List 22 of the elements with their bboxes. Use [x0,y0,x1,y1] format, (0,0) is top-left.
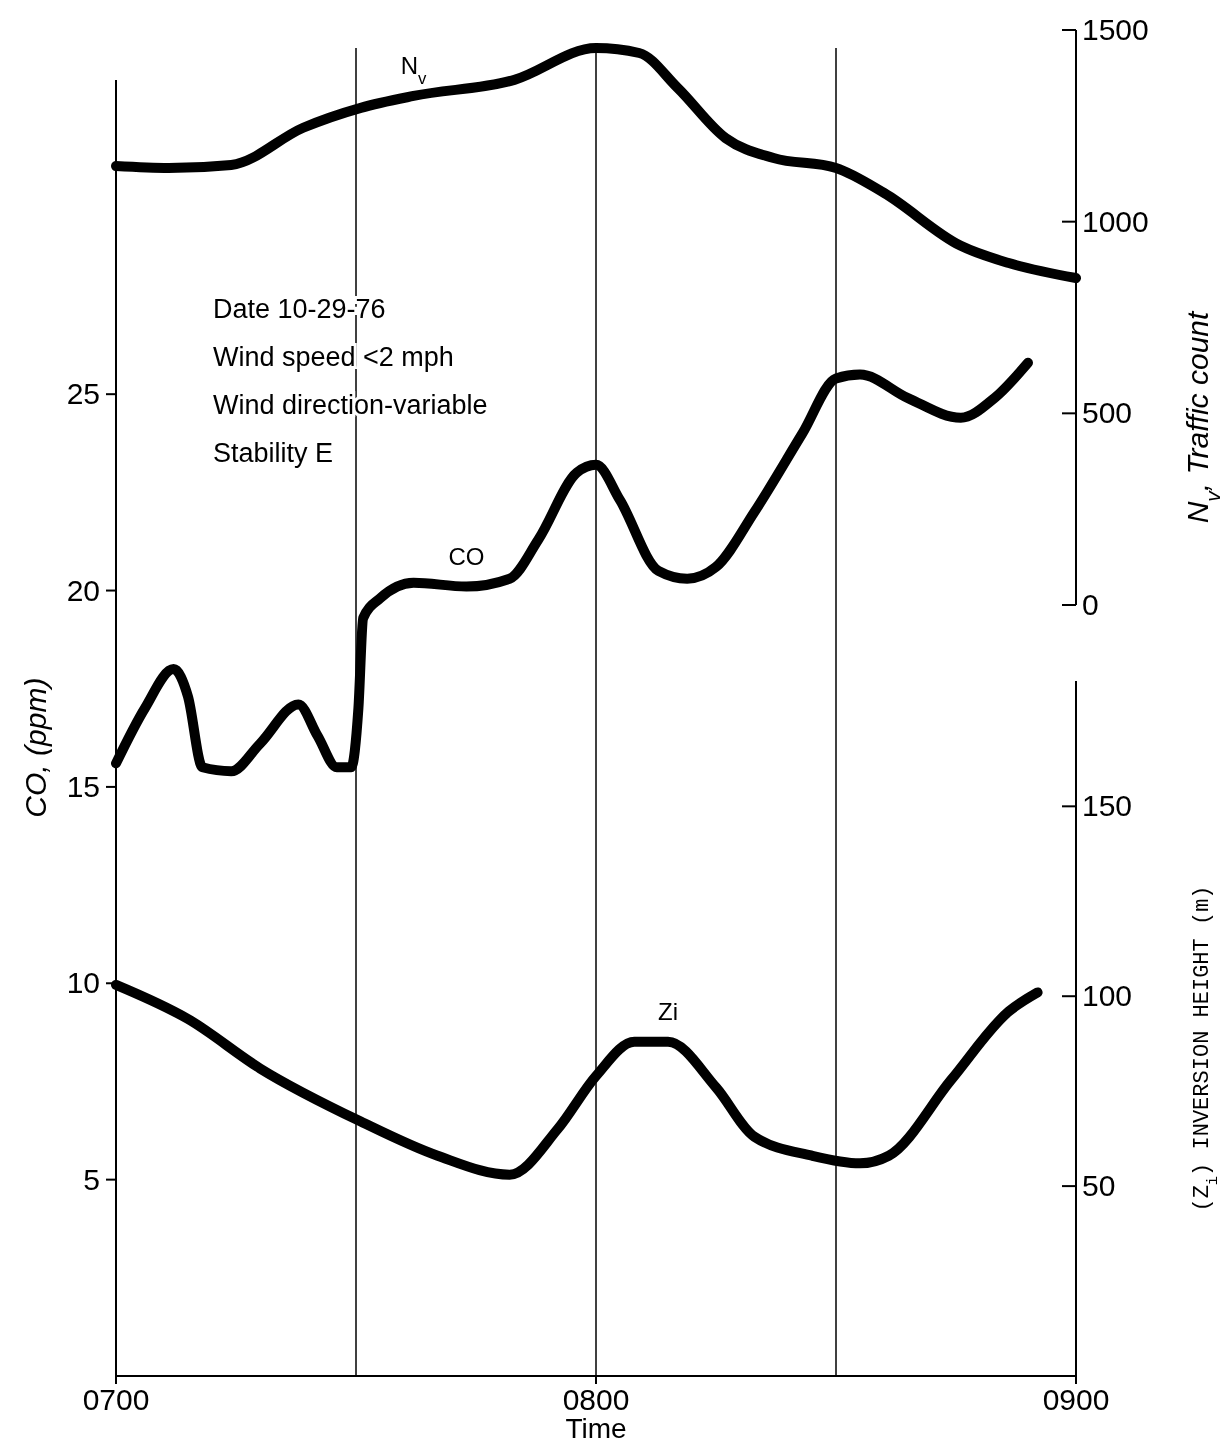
x-tick-label: 0700 [82,1383,150,1416]
series-label: Zi [658,997,678,1025]
y2-tick-label: 1500 [1082,13,1149,46]
y-axis-title: CO, (ppm) [19,677,52,818]
y2-tick-label: 1000 [1082,204,1149,238]
y3-tick-label: 150 [1082,789,1133,823]
y2-tick-label: 500 [1082,396,1133,430]
y-tick-label: 10 [66,966,100,1000]
y-tick-label: 5 [83,1162,100,1196]
annotation: Wind speed <2 mph [213,342,454,372]
y-tick-label: 25 [66,377,100,411]
x-axis-title: Time [565,1413,627,1444]
y2-tick-label: 0 [1082,588,1099,621]
y-tick-label: 20 [66,573,100,607]
y3-tick-label: 100 [1082,979,1133,1013]
x-tick-label: 0800 [562,1383,630,1416]
series-label: CO [448,542,485,570]
y3-tick-label: 50 [1082,1169,1116,1203]
series-label: N$_{v}$ [400,51,428,88]
x-tick-label: 0900 [1042,1383,1110,1416]
annotation: Stability E [213,438,334,468]
y-tick-label: 15 [66,769,100,803]
